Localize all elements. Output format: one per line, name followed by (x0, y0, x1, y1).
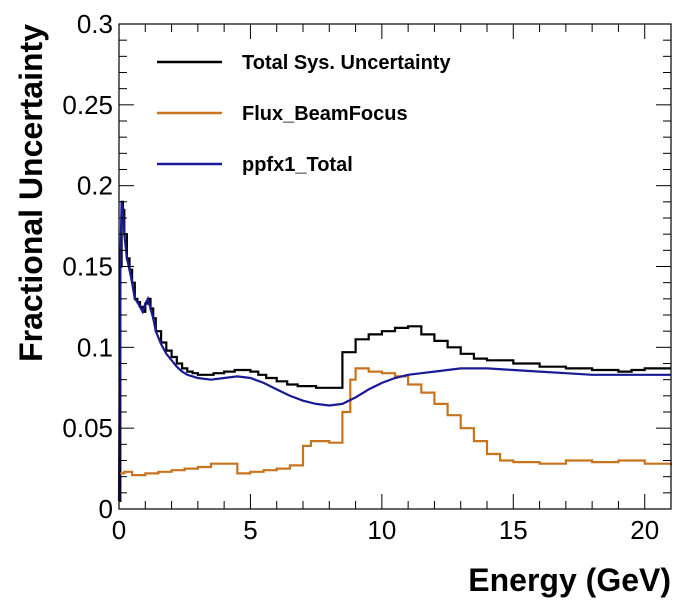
plot-frame (118, 23, 672, 510)
series-layer (117, 200, 673, 502)
legend-label-1: Flux_BeamFocus (242, 103, 408, 125)
axes-layer (118, 23, 672, 510)
legend-label-0: Total Sys. Uncertainty (242, 52, 451, 74)
series-line-2 (117, 201, 671, 501)
y-tick-label: 0.3 (77, 9, 113, 39)
x-tick-label: 10 (367, 515, 396, 545)
y-tick-label: 0.1 (77, 332, 113, 362)
y-tick-label: 0.25 (62, 90, 113, 120)
legend: Total Sys. Uncertainty Flux_BeamFocusppfx… (157, 52, 451, 176)
legend-label-2: ppfx1_Total (242, 154, 353, 176)
y-tick-label: 0.2 (77, 171, 113, 201)
x-axis-title: Energy (GeV) (468, 562, 671, 598)
x-tick-label: 15 (499, 515, 528, 545)
labels-layer: 0 0.05 0.1 0.15 0.2 0.25 0.3 0 5 10 15 20 (62, 9, 659, 545)
x-tick-label: 5 (243, 515, 257, 545)
y-axis-title: Fractional Uncertainty (13, 24, 49, 362)
y-tick-label: 0.15 (62, 252, 113, 282)
x-tick-label: 20 (630, 515, 659, 545)
series-line-0 (119, 200, 671, 502)
x-tick-label: 0 (112, 515, 126, 545)
y-tick-label: 0.05 (62, 413, 113, 443)
series-line-1 (119, 367, 673, 477)
y-tick-label: 0 (99, 494, 113, 524)
